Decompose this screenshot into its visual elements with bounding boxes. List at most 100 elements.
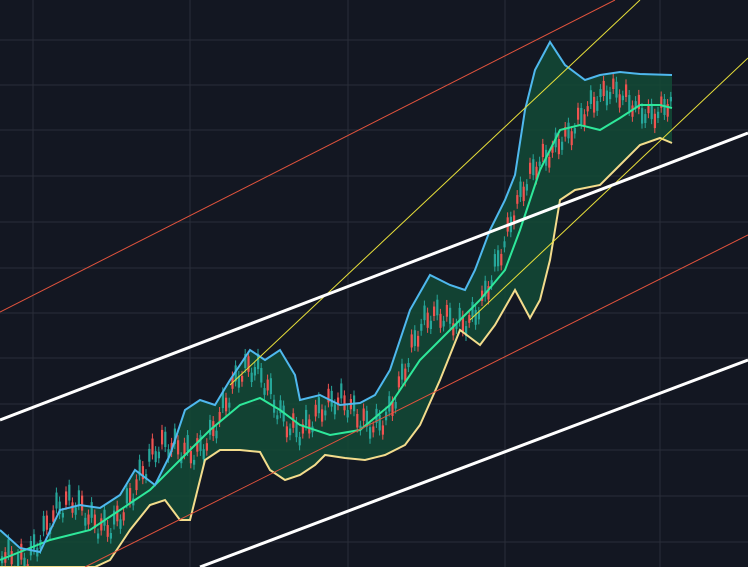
candle-body (369, 427, 372, 439)
candle-body (103, 509, 106, 526)
candle-body (439, 313, 442, 328)
candle-body (58, 501, 61, 515)
candle-body (199, 435, 202, 451)
candle-body (257, 353, 260, 370)
candle-body (266, 379, 269, 391)
candle-body (116, 505, 119, 522)
candle-body (177, 440, 180, 455)
candle-body (458, 307, 461, 322)
candle-body (519, 181, 522, 197)
candle-body (455, 323, 458, 329)
candle-body (535, 166, 538, 180)
candle-body (215, 430, 218, 439)
candle-body (388, 396, 391, 412)
candle-body (234, 365, 237, 382)
trend-line (0, 0, 616, 313)
candle-body (461, 315, 464, 332)
candle-body (433, 306, 436, 317)
candle-body (237, 375, 240, 388)
candle-body (161, 429, 164, 445)
candle-body (359, 425, 362, 431)
candle-body (426, 312, 429, 328)
candle-body (417, 335, 420, 347)
candle-body (90, 502, 93, 518)
candle-body (45, 515, 48, 530)
candle-body (557, 138, 560, 155)
candle-body (391, 401, 394, 416)
candle-body (356, 414, 359, 428)
candle-body (26, 564, 29, 567)
candle-body (561, 141, 564, 150)
candle-body (167, 449, 170, 458)
candle-body (666, 104, 669, 117)
candle-body (93, 514, 96, 529)
candle-body (669, 96, 672, 102)
candle-body (301, 424, 304, 434)
candle-body (212, 421, 215, 437)
candle-body (202, 449, 205, 460)
candle-body (340, 383, 343, 399)
candle-body (314, 404, 317, 417)
candle-body (413, 330, 416, 347)
candle-body (55, 492, 58, 509)
candle-body (189, 450, 192, 464)
candle-body (151, 438, 154, 455)
candle-body (253, 367, 256, 376)
candle-body (109, 532, 112, 539)
candle-body (567, 122, 570, 139)
candle-body (573, 128, 576, 134)
candle-body (10, 551, 13, 565)
candle-body (503, 241, 506, 248)
candle-body (87, 514, 90, 525)
candle-body (525, 184, 528, 191)
candle-body (468, 314, 471, 323)
candle-body (52, 510, 55, 522)
candle-body (609, 91, 612, 100)
candle-body (465, 326, 468, 337)
trend-line (0, 131, 748, 422)
candle-body (221, 392, 224, 409)
candle-body (263, 388, 266, 395)
candle-body (599, 89, 602, 98)
candle-body (452, 323, 455, 336)
candle-body (394, 401, 397, 409)
candle-body (493, 254, 496, 267)
candle-body (596, 101, 599, 111)
candle-body (317, 397, 320, 414)
candle-body (538, 161, 541, 166)
candle-body (644, 114, 647, 124)
candle-body (337, 397, 340, 406)
candle-body (497, 250, 500, 267)
trend-line (84, 234, 748, 567)
candle-body (193, 459, 196, 465)
candle-body (484, 280, 487, 297)
candle-body (125, 488, 128, 504)
candle-body (250, 372, 253, 383)
candle-body (513, 215, 516, 225)
candle-body (445, 304, 448, 317)
candle-body (436, 299, 439, 316)
candle-body (247, 356, 250, 372)
candle-body (343, 395, 346, 411)
candle-body (74, 507, 77, 515)
candle-body (420, 323, 423, 331)
candle-body (529, 162, 532, 174)
candle-body (625, 84, 628, 98)
candle-body (637, 94, 640, 110)
candle-body (471, 301, 474, 317)
trend-line (229, 0, 641, 386)
candle-body (401, 363, 404, 380)
candle-body (477, 311, 480, 320)
candle-body (164, 431, 167, 448)
candle-body (298, 436, 301, 446)
candle-body (183, 442, 186, 455)
candle-body (522, 186, 525, 202)
candle-body (244, 353, 247, 369)
candle-body (119, 519, 122, 529)
candle-body (23, 557, 26, 567)
candle-body (285, 426, 288, 438)
candle-body (490, 280, 493, 285)
candle-body (551, 145, 554, 153)
candle-body (580, 108, 583, 125)
